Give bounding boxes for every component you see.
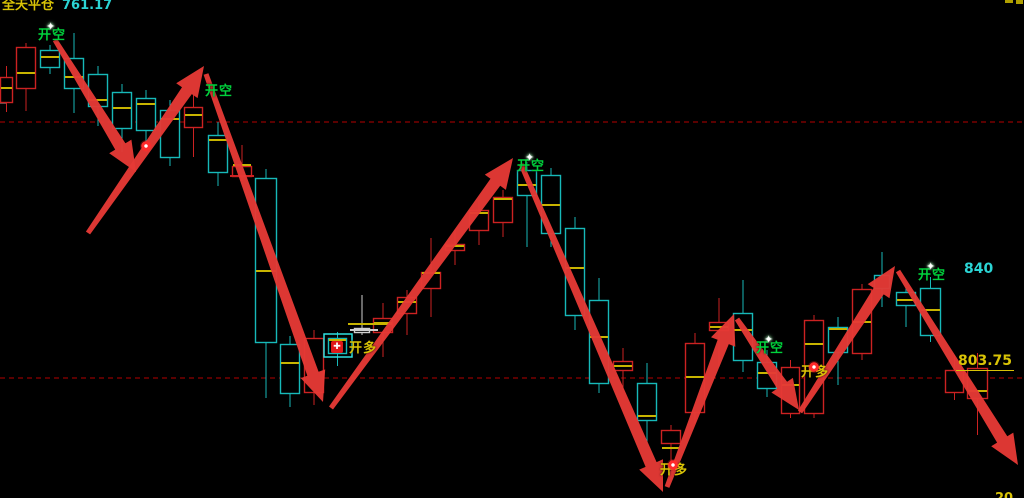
candle-body [0, 76, 14, 104]
trend-arrow [203, 73, 326, 402]
trend-arrow [734, 317, 799, 410]
candle-body [135, 97, 157, 132]
candle-body [660, 429, 682, 445]
candle-body [15, 46, 37, 90]
candle-body [39, 49, 61, 69]
trend-arrow [797, 266, 895, 414]
candle-body [492, 196, 514, 224]
candle-body [183, 106, 204, 129]
trend-arrow [895, 269, 1018, 465]
candle-body [636, 382, 658, 422]
trend-arrow [52, 38, 136, 173]
trend-arrow [664, 314, 736, 488]
signal-highlight-box [323, 333, 353, 358]
trend-arrow [329, 158, 513, 410]
trend-arrow [518, 163, 663, 492]
candle-body [111, 91, 133, 130]
candle-body [207, 134, 229, 174]
candle-body [279, 343, 301, 395]
